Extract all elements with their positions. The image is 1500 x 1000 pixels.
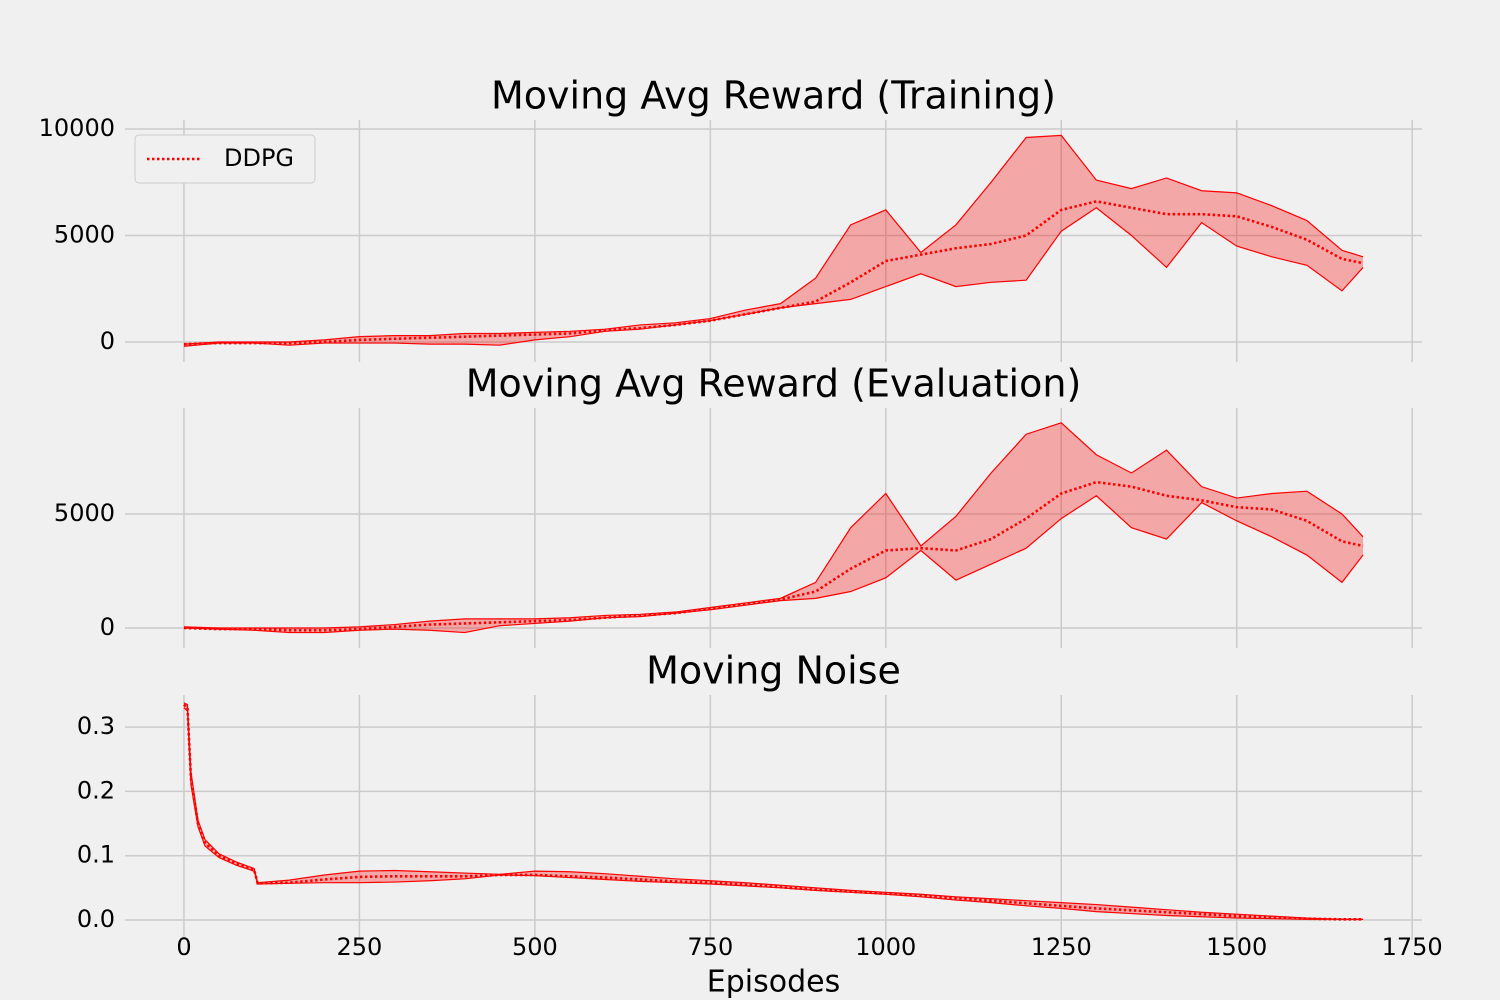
y-tick-label: 0 bbox=[100, 327, 115, 355]
y-tick-label: 0.3 bbox=[77, 712, 115, 740]
chart-title: Moving Avg Reward (Evaluation) bbox=[466, 362, 1082, 406]
band-edge bbox=[183, 422, 1364, 629]
y-tick-label: 0.0 bbox=[77, 905, 115, 933]
y-tick-label: 10000 bbox=[39, 114, 115, 142]
x-tick-label: 0 bbox=[176, 933, 191, 961]
x-tick-label: 500 bbox=[512, 933, 558, 961]
band-edge bbox=[183, 495, 1364, 634]
y-tick-label: 5000 bbox=[54, 499, 115, 527]
band-edge bbox=[183, 207, 1364, 347]
y-tick-label: 0.1 bbox=[77, 841, 115, 869]
band-edge bbox=[183, 134, 1364, 345]
band-edge bbox=[183, 707, 1364, 920]
x-tick-label: 1500 bbox=[1206, 933, 1267, 961]
legend: DDPG bbox=[134, 134, 316, 184]
x-axis-label: Episodes bbox=[707, 965, 840, 1000]
mean-line bbox=[183, 703, 1364, 921]
mean-line bbox=[183, 480, 1364, 632]
band-fill bbox=[183, 135, 1364, 347]
x-tick-label: 750 bbox=[687, 933, 733, 961]
y-tick-label: 5000 bbox=[54, 220, 115, 248]
legend-box bbox=[134, 134, 316, 184]
band-fill bbox=[183, 422, 1364, 633]
x-tick-label: 1750 bbox=[1382, 933, 1443, 961]
x-tick-label: 1250 bbox=[1031, 933, 1092, 961]
legend-label: DDPG bbox=[224, 144, 294, 172]
chart-title: Moving Noise bbox=[646, 649, 901, 693]
y-tick-label: 0 bbox=[100, 613, 115, 641]
chart-title: Moving Avg Reward (Training) bbox=[491, 74, 1056, 118]
x-tick-label: 1000 bbox=[855, 933, 916, 961]
x-tick-label: 250 bbox=[337, 933, 383, 961]
band-fill bbox=[183, 702, 1364, 920]
y-tick-label: 0.2 bbox=[77, 776, 115, 804]
mean-line bbox=[183, 200, 1364, 346]
